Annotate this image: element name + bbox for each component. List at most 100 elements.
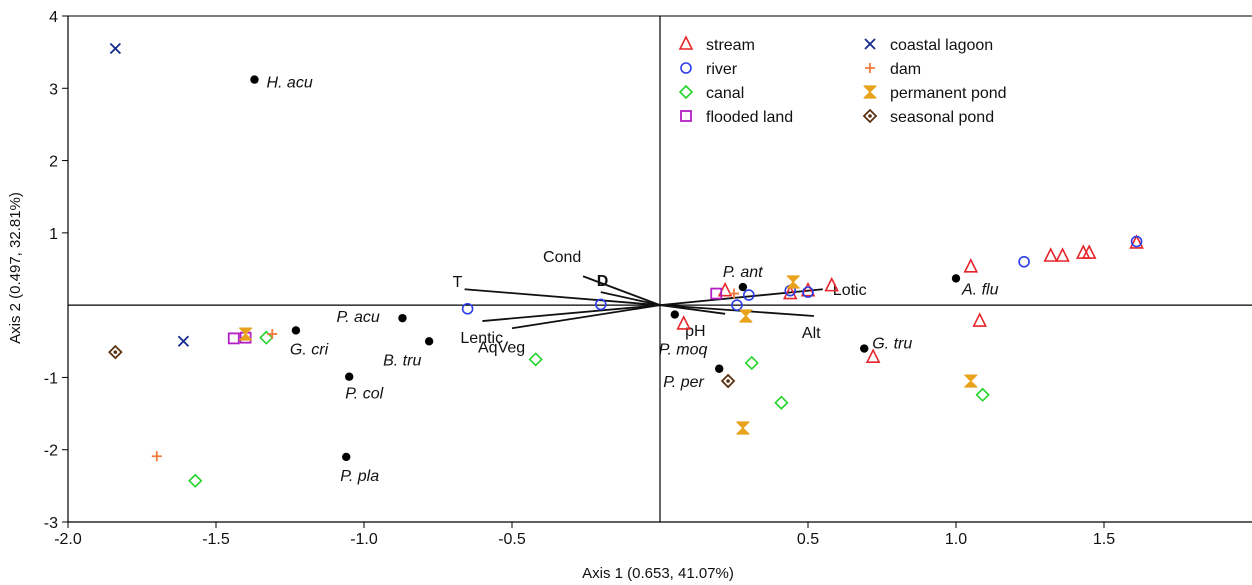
- site-point-seasonal-pond: [108, 344, 123, 360]
- site-point-stream: [963, 258, 979, 273]
- marker-outline: [108, 344, 123, 360]
- site-point-stream: [1055, 247, 1070, 262]
- legend-label-permanent-pond: permanent pond: [890, 85, 1007, 102]
- y-tick-label: 2: [49, 154, 58, 171]
- legend-label-seasonal-pond: seasonal pond: [890, 109, 994, 126]
- site-points: [108, 42, 1144, 488]
- x-axis-title: Axis 1 (0.653, 41.07%): [582, 565, 734, 582]
- env-label-cond: Cond: [543, 249, 581, 266]
- species-point: [398, 313, 407, 323]
- species-label: G. cri: [290, 341, 329, 358]
- species-point: [951, 274, 961, 283]
- site-point-canal: [975, 387, 990, 402]
- y-tick-label: 1: [49, 226, 58, 243]
- site-point-stream: [1081, 244, 1097, 259]
- species-point: [715, 364, 724, 373]
- site-point-river: [742, 289, 755, 301]
- site-point-permanent-pond: [964, 374, 978, 388]
- species-point: [670, 310, 679, 319]
- x-tick-label: -1.0: [350, 531, 378, 548]
- legend-label-stream: stream: [706, 37, 755, 54]
- x-tick-label: 1.5: [1093, 531, 1115, 548]
- species-label: P. acu: [336, 309, 379, 326]
- site-point-permanent-pond: [736, 421, 750, 435]
- site-point-canal: [528, 352, 543, 367]
- species-label: P. moq: [659, 342, 708, 359]
- env-label-d: D: [597, 273, 609, 290]
- site-point-dam: [151, 451, 162, 462]
- site-point-flooded-land: [710, 287, 723, 300]
- marker-center: [868, 114, 872, 118]
- x-tick-label: -1.5: [202, 531, 230, 548]
- legend-marker-stream: [678, 35, 694, 50]
- site-point-coastal-lagoon: [177, 335, 190, 347]
- env-label-ph: pH: [685, 323, 705, 340]
- site-point-seasonal-pond: [720, 373, 736, 389]
- legend-marker-dam: [865, 63, 875, 73]
- site-point-stream: [1043, 247, 1059, 262]
- site-point-river: [731, 299, 743, 311]
- species-point: [291, 326, 301, 335]
- site-point-stream: [676, 315, 691, 330]
- species-label: P. ant: [723, 264, 763, 281]
- env-label-aqveg: AqVeg: [478, 339, 525, 356]
- species-label: P. per: [663, 374, 704, 391]
- site-point-dam: [267, 329, 278, 340]
- env-vector-cond: [582, 275, 661, 306]
- site-point-river: [1130, 235, 1143, 248]
- axes-group: -2.0 -1.5 -1.0 -0.5 0.5 1.0 1.5 -3 -2 -1 1 2 3 4: [44, 9, 1252, 548]
- x-tick-label: -0.5: [498, 531, 526, 548]
- site-point-stream: [824, 276, 839, 292]
- species-point: [342, 452, 351, 462]
- env-vector-aqveg: [511, 304, 661, 330]
- legend-label-flooded-land: flooded land: [706, 109, 793, 126]
- species-label: B. tru: [383, 352, 421, 369]
- species-point: [738, 282, 748, 292]
- legend-label-coastal-lagoon: coastal lagoon: [890, 37, 993, 54]
- legend: stream river canal flooded land coastal lago…: [678, 35, 1007, 126]
- env-vector-t: [464, 288, 661, 307]
- marker-outline: [720, 373, 736, 389]
- legend-label-river: river: [706, 61, 738, 78]
- y-tick-label: -3: [44, 515, 58, 532]
- site-point-canal: [744, 355, 759, 371]
- site-point-stream: [782, 284, 798, 300]
- site-point-canal: [774, 395, 789, 410]
- site-point-stream: [1129, 234, 1144, 249]
- x-tick-label: 0.5: [797, 531, 819, 548]
- legend-marker-seasonal-pond: [862, 108, 878, 124]
- y-axis-title: Axis 2 (0.497, 32.81%): [7, 192, 24, 344]
- marker-center: [113, 350, 118, 354]
- legend-marker-coastal-lagoon: [864, 38, 876, 50]
- species-point: [345, 372, 354, 381]
- x-tick-label: 1.0: [945, 531, 967, 548]
- env-label-t: T: [453, 274, 463, 291]
- site-point-river: [461, 302, 474, 315]
- species-label: H. acu: [266, 75, 312, 92]
- env-vector-lentic: [482, 304, 661, 322]
- y-tick-label: 3: [49, 81, 58, 98]
- site-point-stream: [800, 281, 816, 297]
- legend-marker-canal: [678, 84, 694, 100]
- env-label-lotic: Lotic: [833, 282, 867, 299]
- site-point-stream: [865, 348, 881, 363]
- site-point-coastal-lagoon: [109, 42, 121, 55]
- env-label-lentic: Lentic: [460, 330, 503, 347]
- legend-marker-permanent-pond: [863, 85, 877, 99]
- species-point: [860, 344, 869, 353]
- y-tick-label: 4: [49, 9, 58, 26]
- site-point-river: [1018, 255, 1030, 268]
- env-vector-d: [600, 291, 661, 307]
- legend-marker-flooded-land: [680, 110, 692, 122]
- site-point-canal: [259, 330, 274, 345]
- species-label: G. tru: [872, 336, 912, 353]
- legend-label-canal: canal: [706, 85, 744, 102]
- site-point-canal: [188, 473, 203, 488]
- species-point: [424, 337, 434, 346]
- x-tick-label: -2.0: [54, 531, 82, 548]
- species-point: [250, 75, 259, 84]
- site-point-stream: [972, 312, 987, 327]
- site-point-permanent-pond: [239, 327, 253, 341]
